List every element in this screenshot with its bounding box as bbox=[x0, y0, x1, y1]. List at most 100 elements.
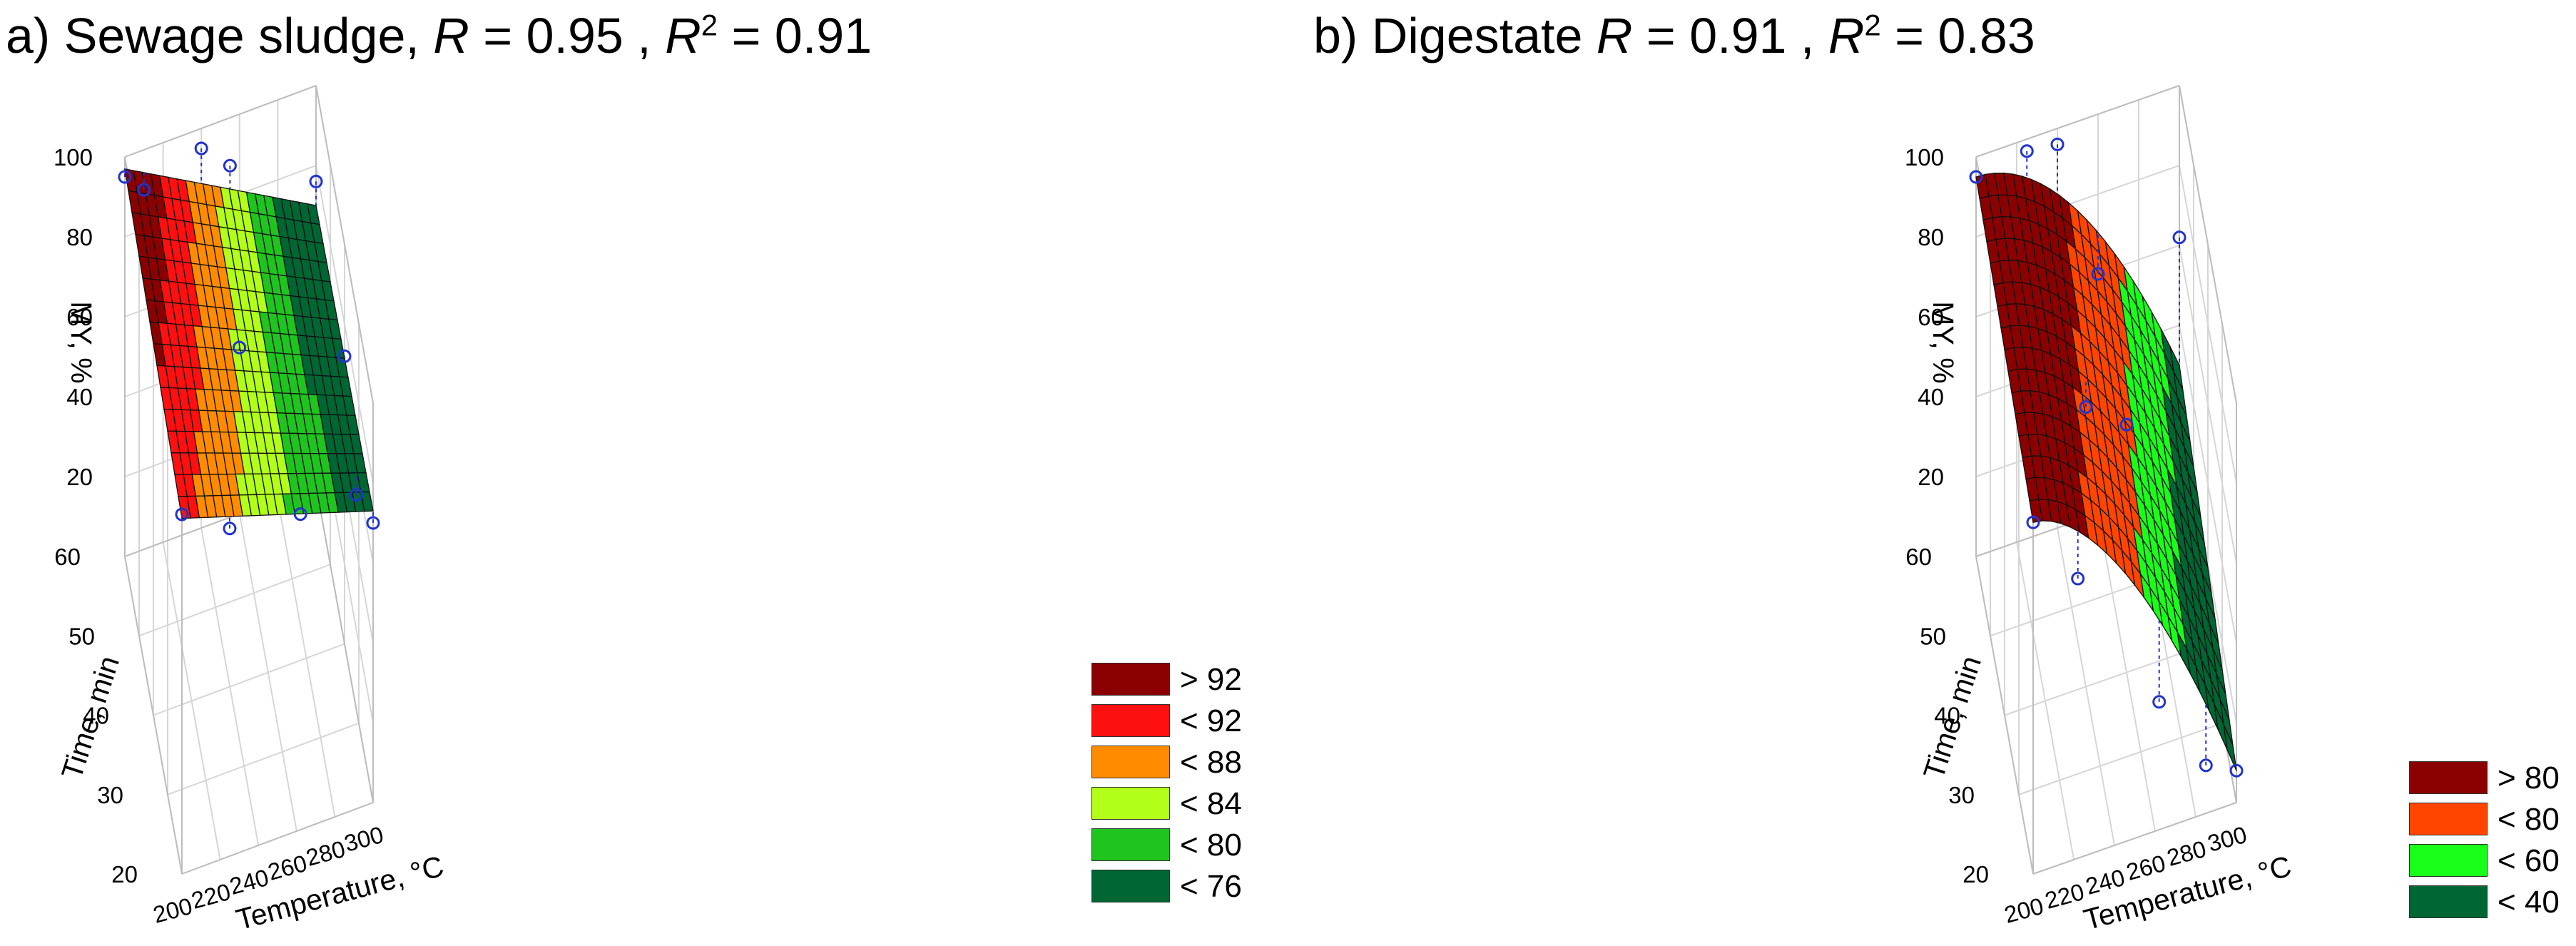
box-edge bbox=[124, 556, 183, 875]
y-tick-label: 60 bbox=[54, 544, 81, 570]
data-point bbox=[2026, 515, 2040, 529]
data-point bbox=[2079, 400, 2093, 414]
x-tick-label: 280 bbox=[2164, 835, 2209, 871]
legend-swatch bbox=[1091, 787, 1170, 820]
floor-grid-line bbox=[138, 564, 331, 637]
chart-panel-a: a) Sewage sludge, R = 0.95 , R2 = 0.91 2… bbox=[0, 0, 1284, 946]
data-point bbox=[223, 158, 237, 173]
chart-title-a: a) Sewage sludge, R = 0.95 , R2 = 0.91 bbox=[6, 8, 872, 63]
observed-points bbox=[118, 141, 380, 536]
legend-swatch bbox=[2409, 803, 2488, 835]
legend-label: < 80 bbox=[2498, 802, 2560, 837]
y-tick-label: 60 bbox=[1905, 544, 1932, 570]
data-point bbox=[2119, 417, 2134, 432]
z-tick-label: 100 bbox=[54, 144, 93, 171]
data-point bbox=[1969, 170, 1983, 184]
legend-label: > 92 bbox=[1180, 662, 1242, 697]
y-tick-label: 20 bbox=[111, 861, 138, 887]
y-axis-label: Time, min bbox=[55, 652, 126, 783]
x-tick-label: 200 bbox=[2002, 892, 2047, 928]
x-tick-label: 300 bbox=[342, 821, 387, 857]
axis-box bbox=[124, 85, 374, 875]
z-axis-label: MY, % bbox=[1927, 301, 1960, 383]
box-edge bbox=[124, 85, 317, 158]
legend-label: < 40 bbox=[2498, 885, 2560, 920]
z-axis-label: MY, % bbox=[65, 301, 98, 383]
z-tick-label: 60 bbox=[1918, 304, 1944, 330]
chart-title-b: b) Digestate R = 0.91 , R2 = 0.83 bbox=[1313, 8, 2035, 63]
legend-label: < 84 bbox=[1180, 786, 1242, 821]
data-point bbox=[2172, 230, 2186, 245]
surface bbox=[1975, 172, 2237, 771]
data-point bbox=[2152, 695, 2167, 709]
x-tick-label: 240 bbox=[227, 864, 272, 900]
box-edge bbox=[2179, 85, 2237, 404]
y-tick-label: 50 bbox=[1920, 623, 1946, 649]
legend-swatch bbox=[2409, 885, 2488, 918]
data-point bbox=[350, 488, 364, 502]
data-point bbox=[194, 141, 208, 156]
z-tick-label: 20 bbox=[1918, 464, 1944, 490]
legend-swatch bbox=[1091, 870, 1170, 902]
y-tick-label: 30 bbox=[1948, 782, 1975, 808]
data-point bbox=[118, 170, 132, 184]
legend-swatch bbox=[1091, 663, 1170, 696]
x-tick-label: 280 bbox=[303, 835, 348, 871]
x-tick-label: 220 bbox=[188, 878, 233, 914]
legend-swatch bbox=[2409, 761, 2488, 794]
z-tick-label: 80 bbox=[1918, 224, 1944, 250]
x-tick-label: 260 bbox=[2124, 850, 2169, 885]
surface-patch bbox=[2223, 724, 2237, 771]
box-edge bbox=[2032, 802, 2237, 875]
legend-label: < 92 bbox=[1180, 703, 1242, 738]
x-tick-label: 300 bbox=[2205, 821, 2250, 857]
y-tick-label: 40 bbox=[1934, 703, 1960, 729]
legend-label: < 80 bbox=[1180, 828, 1242, 863]
y-tick-label: 50 bbox=[68, 623, 95, 649]
box-edge bbox=[315, 85, 374, 404]
surface bbox=[124, 168, 374, 519]
x-tick-label: 220 bbox=[2042, 878, 2087, 914]
data-point bbox=[337, 349, 352, 363]
z-tick-label: 60 bbox=[66, 304, 93, 330]
box-edge bbox=[1975, 85, 2180, 158]
data-point bbox=[2229, 763, 2244, 778]
z-tick-label: 40 bbox=[66, 384, 93, 410]
z-tick-label: 100 bbox=[1905, 144, 1944, 171]
y-tick-label: 20 bbox=[1962, 861, 1989, 887]
data-point bbox=[366, 516, 380, 530]
data-point bbox=[223, 522, 237, 536]
data-point bbox=[2091, 267, 2105, 281]
y-tick-label: 40 bbox=[83, 703, 109, 729]
legend-label: < 88 bbox=[1180, 745, 1242, 780]
floor-grid-line bbox=[153, 643, 345, 716]
data-point bbox=[175, 507, 189, 522]
data-point bbox=[2050, 137, 2065, 151]
z-tick-label: 80 bbox=[66, 224, 93, 250]
x-tick-label: 200 bbox=[151, 892, 195, 928]
legend-label: < 60 bbox=[2498, 843, 2560, 878]
data-point bbox=[293, 507, 307, 522]
data-point bbox=[233, 340, 247, 355]
y-tick-label: 30 bbox=[97, 782, 123, 808]
legend-swatch bbox=[1091, 704, 1170, 737]
data-point bbox=[2020, 144, 2034, 158]
legend-label: > 80 bbox=[2498, 761, 2560, 795]
z-tick-label: 40 bbox=[1918, 384, 1944, 410]
box-edge bbox=[181, 802, 374, 875]
legend-swatch bbox=[1091, 828, 1170, 861]
surface-plot-b: 204060801002030405060200220240260280300T… bbox=[1905, 85, 2295, 936]
legend-swatch bbox=[2409, 844, 2488, 877]
floor-grid-line bbox=[2004, 643, 2209, 716]
chart-panel-b: b) Digestate R = 0.91 , R2 = 0.83 20 40 60… bbox=[1288, 0, 2576, 946]
data-point bbox=[2071, 571, 2085, 586]
box-edge bbox=[315, 484, 374, 803]
data-point bbox=[309, 174, 323, 188]
legend-swatch bbox=[1091, 746, 1170, 778]
floor-grid-line bbox=[167, 722, 360, 795]
data-point bbox=[137, 183, 151, 197]
data-point bbox=[2199, 758, 2213, 773]
legend-label: < 76 bbox=[1180, 869, 1242, 904]
